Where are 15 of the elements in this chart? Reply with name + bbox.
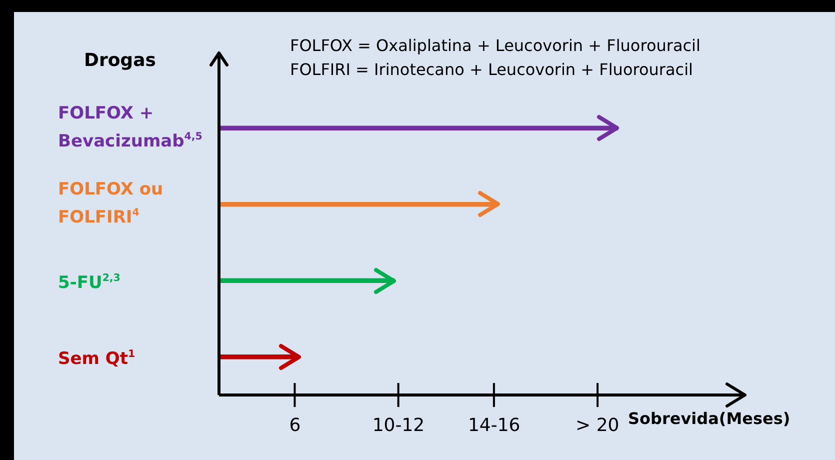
y-axis-title: Drogas — [84, 50, 156, 71]
text: 14-16 — [468, 415, 520, 436]
y-tick-label: FOLFOX ou FOLFIRI$^{4}$ — [58, 179, 164, 230]
text: 10-12 — [372, 415, 425, 436]
bar — [219, 202, 498, 207]
y-tick-label: Sem Qt$^{1}$ — [58, 348, 136, 371]
y-tick-label: FOLFOX + Bevacizumab$^{4,5}$ — [58, 102, 202, 154]
text: 6 — [289, 415, 301, 436]
bar — [219, 278, 395, 283]
text: > 20 — [576, 415, 620, 436]
annotation: FOLFOX = Oxaliplatina + Leucovorin + Fluorouracil — [290, 36, 700, 55]
annotation: FOLFIRI = Irinotecano + Leucovorin + Fluorouracil — [290, 60, 693, 79]
bar — [219, 126, 618, 130]
y-tick-label: 5-FU$^{2,3}$ — [58, 271, 120, 294]
x-axis-title: Sobrevida(Meses) — [628, 409, 790, 428]
